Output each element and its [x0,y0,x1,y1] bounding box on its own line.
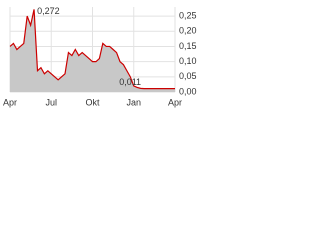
line [9,9,175,90]
x-tick-label: Apr [168,97,182,107]
chart: 0,00 0,05 0,10 0,15 0,20 0,25 Apr Jul Okt Jan Apr 0… [3,6,197,108]
value-label: 0,011 [119,77,141,87]
value-label: 0,272 [37,6,60,16]
area [10,9,175,92]
y-tick-label: 0,15 [179,41,197,51]
page: 0,00 0,05 0,10 0,15 0,20 0,25 Apr Jul Okt Jan Apr 0… [0,0,320,110]
y-tick-label: 0,25 [179,10,197,20]
x-tick-label: Apr [3,97,17,107]
x-tick-label: Jan [126,97,141,107]
x-tick-label: Okt [85,97,100,107]
y-tick-label: 0,20 [179,26,197,36]
y-tick-label: 0,10 [179,56,197,66]
x-tick-label: Jul [45,97,57,107]
y-tick-label: 0,00 [179,86,197,96]
y-tick-label: 0,05 [179,71,197,81]
